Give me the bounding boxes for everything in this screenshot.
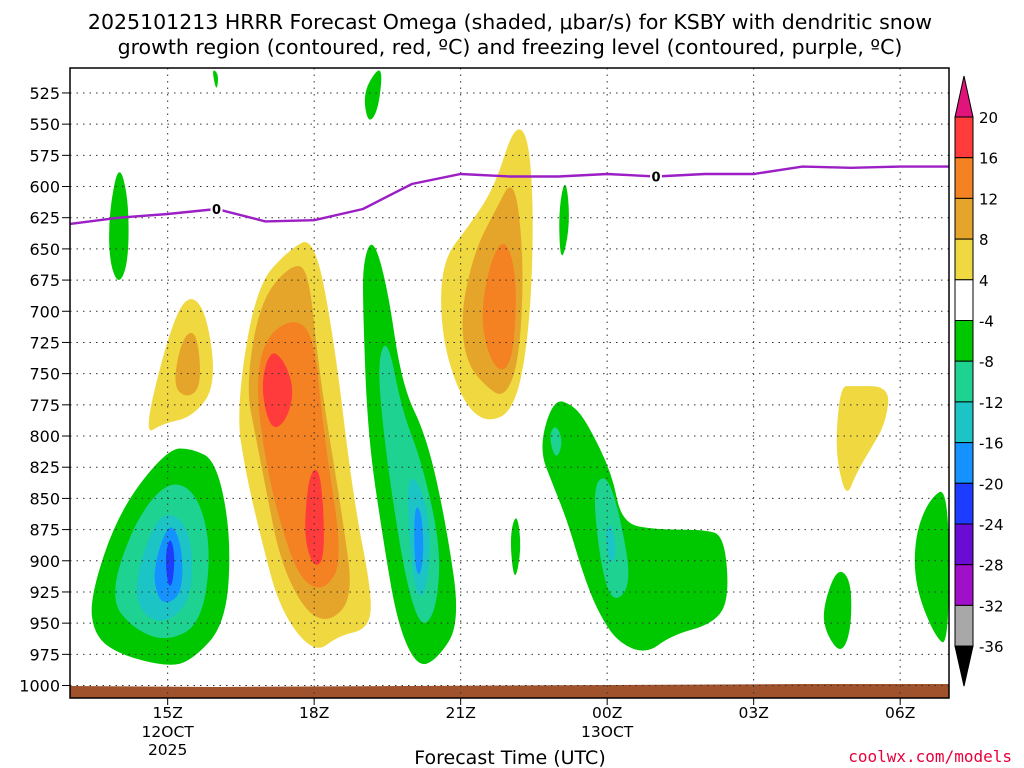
omega-region-22 xyxy=(166,540,175,586)
omega-region-17 xyxy=(414,507,424,575)
colorbar: 20 16 12 8 4 -4 -8 -12 -16 -20 -24 -28 -32 -36 xyxy=(954,75,1004,687)
omega-region-26 xyxy=(606,525,616,563)
freezing-level-label-0: 0 xyxy=(212,203,221,218)
freezing-level: 00 xyxy=(69,165,949,226)
freezing-level-label-1: 0 xyxy=(651,171,660,186)
ground-strip xyxy=(70,684,949,698)
colorbar-swatch-4 xyxy=(954,279,974,321)
omega-region-1 xyxy=(175,332,200,396)
colorbar-swatch-0 xyxy=(954,116,974,159)
xtick-label-15Z-1: 12OCT xyxy=(142,723,195,741)
x-axis-label: Forecast Time (UTC) xyxy=(414,747,605,768)
credit-text: coolwx.com/models xyxy=(848,747,1012,766)
plot-frame xyxy=(69,67,950,699)
ytick-label-725: 725 xyxy=(29,333,60,352)
colorbar-swatch-9 xyxy=(954,482,974,525)
ytick-label-625: 625 xyxy=(29,209,60,228)
colorbar-label-3: 8 xyxy=(979,231,989,249)
colorbar-swatch-2 xyxy=(954,197,974,240)
colorbar-bottom-arrow xyxy=(954,645,974,687)
colorbar-swatch-7 xyxy=(954,401,974,444)
colorbar-label-7: -12 xyxy=(979,394,1004,412)
xtick-label-06Z-0: 06Z xyxy=(885,704,915,722)
omega-region-23 xyxy=(542,401,728,651)
ytick-label-1000: 1000 xyxy=(19,677,60,696)
colorbar-swatch-10 xyxy=(954,523,974,566)
ytick-label-550: 550 xyxy=(29,115,60,134)
colorbar-label-5: -4 xyxy=(979,313,994,331)
ytick-label-975: 975 xyxy=(29,645,60,664)
colorbar-label-6: -8 xyxy=(979,353,994,371)
colorbar-label-9: -20 xyxy=(979,475,1004,493)
ytick-label-525: 525 xyxy=(29,84,60,103)
colorbar-label-8: -16 xyxy=(979,435,1004,453)
omega-region-13 xyxy=(213,70,218,88)
colorbar-label-11: -28 xyxy=(979,557,1004,575)
omega-region-29 xyxy=(823,571,852,649)
ytick-label-675: 675 xyxy=(29,271,60,290)
colorbar-swatch-8 xyxy=(954,442,974,484)
omega-shaded-regions xyxy=(91,70,949,665)
colorbar-swatch-12 xyxy=(954,604,974,647)
omega-region-5 xyxy=(262,353,293,428)
ytick-label-900: 900 xyxy=(29,552,60,571)
ytick-label-775: 775 xyxy=(29,396,60,415)
ytick-label-650: 650 xyxy=(29,240,60,259)
colorbar-swatch-1 xyxy=(954,157,974,199)
ytick-label-850: 850 xyxy=(29,489,60,508)
ytick-label-750: 750 xyxy=(29,365,60,384)
omega-region-11 xyxy=(109,172,129,281)
colorbar-swatch-6 xyxy=(954,360,974,403)
omega-region-9 xyxy=(482,243,516,370)
colorbar-swatch-3 xyxy=(954,238,974,281)
omega-region-27 xyxy=(510,518,521,576)
xtick-label-15Z-2: 2025 xyxy=(148,741,187,759)
xtick-label-00Z-1: 13OCT xyxy=(581,723,634,741)
ytick-label-875: 875 xyxy=(29,521,60,540)
ytick-label-825: 825 xyxy=(29,458,60,477)
ytick-label-950: 950 xyxy=(29,614,60,633)
xtick-label-00Z-0: 00Z xyxy=(592,704,622,722)
freezing-label-bg-0 xyxy=(210,200,223,217)
colorbar-label-12: -32 xyxy=(979,597,1004,615)
omega-region-25 xyxy=(550,427,562,456)
ytick-label-575: 575 xyxy=(29,146,60,165)
omega-region-12 xyxy=(364,70,382,120)
xtick-label-18Z-0: 18Z xyxy=(299,704,329,722)
ytick-label-925: 925 xyxy=(29,583,60,602)
freezing-label-bg-1 xyxy=(650,168,662,185)
colorbar-label-1: 16 xyxy=(979,150,998,168)
ytick-label-800: 800 xyxy=(29,427,60,446)
omega-region-30 xyxy=(914,491,949,643)
xtick-label-21Z-0: 21Z xyxy=(445,704,475,722)
xtick-label-15Z-0: 15Z xyxy=(152,704,182,722)
omega-region-10 xyxy=(836,386,889,491)
xtick-label-03Z-0: 03Z xyxy=(738,704,768,722)
colorbar-label-13: -36 xyxy=(979,638,1004,656)
chart-title-line2: growth region (contoured, red, ºC) and f… xyxy=(118,35,903,59)
colorbar-swatch-5 xyxy=(954,320,974,362)
y-axis: 525 550 575 600 625 650 675 700 725 750 775 800 825 8… xyxy=(19,84,70,696)
colorbar-label-4: 4 xyxy=(979,272,989,290)
ytick-label-600: 600 xyxy=(29,178,60,197)
colorbar-label-0: 20 xyxy=(979,109,998,127)
omega-region-28 xyxy=(559,184,569,256)
ground-polygon xyxy=(70,684,949,698)
colorbar-label-2: 12 xyxy=(979,190,998,208)
colorbar-label-10: -24 xyxy=(979,516,1004,534)
colorbar-swatch-11 xyxy=(954,564,974,606)
colorbar-top-arrow xyxy=(954,75,974,118)
chart-title-line1: 2025101213 HRRR Forecast Omega (shaded, … xyxy=(88,10,932,34)
ytick-label-700: 700 xyxy=(29,302,60,321)
